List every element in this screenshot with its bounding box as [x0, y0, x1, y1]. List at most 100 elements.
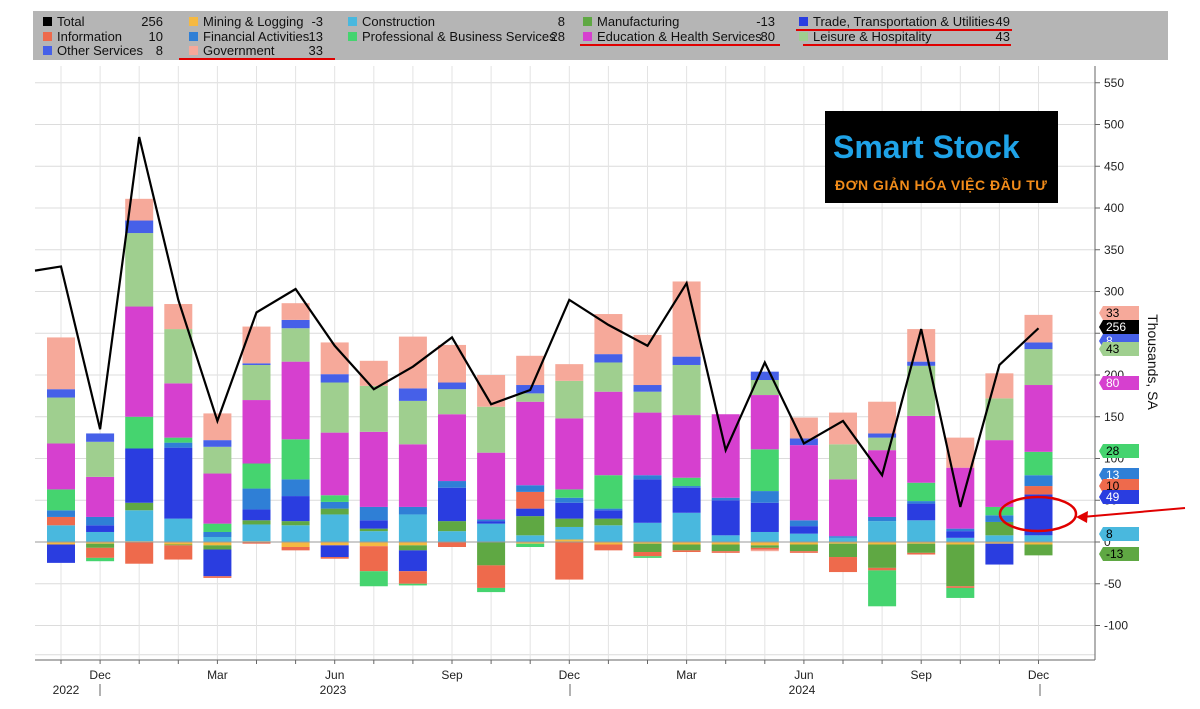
bar-segment	[242, 542, 271, 544]
bar-segment	[907, 520, 936, 542]
bar-segment	[125, 416, 154, 449]
bar-segment	[86, 547, 115, 558]
bar-segment	[125, 542, 154, 564]
y-tick-label: 0	[1104, 535, 1111, 549]
bar-segment	[750, 545, 779, 548]
bar-segment	[477, 542, 506, 566]
legend-swatch	[799, 31, 808, 41]
logo-title: Smart Stock	[833, 129, 1020, 165]
bar-segment	[242, 463, 271, 489]
bar-segment	[594, 525, 623, 542]
bar-segment	[946, 537, 975, 542]
y-tick-label: 350	[1104, 243, 1124, 257]
bar-segment	[633, 334, 662, 386]
legend-bar: Total 256 Mining & Logging -3 Construction 8 M…	[33, 11, 1168, 60]
y-tick-label: -50	[1104, 577, 1122, 591]
bar-segment	[281, 361, 310, 440]
legend-value: 256	[141, 14, 163, 29]
legend-swatch	[43, 17, 52, 26]
x-tick-label: Mar	[676, 668, 697, 682]
bar-segment	[829, 479, 857, 537]
bar-segment	[438, 521, 466, 532]
value-tag-label: 10	[1106, 479, 1120, 493]
bar-segment	[985, 543, 1014, 565]
bar-segment	[633, 475, 662, 480]
bar-segment	[1024, 342, 1053, 350]
bar-segment	[946, 531, 975, 538]
bar-segment	[281, 439, 310, 480]
bar-segment	[594, 314, 623, 355]
legend-name: Education & Health Services	[597, 28, 762, 44]
bar-segment	[47, 516, 75, 526]
value-tag-label: 8	[1106, 334, 1113, 348]
bar-segment	[985, 398, 1014, 441]
bar-segment	[516, 516, 545, 536]
bar-segment	[750, 395, 779, 450]
bar-segment	[594, 475, 623, 509]
bar-segment	[398, 336, 427, 389]
bar-segment	[555, 526, 584, 540]
bar-segment	[907, 415, 936, 483]
bar-segment	[594, 354, 623, 363]
bar-segment	[203, 531, 232, 537]
bar-segment	[47, 542, 75, 545]
bar-segment	[438, 531, 466, 542]
legend-swatch	[43, 31, 52, 41]
bar-segment	[242, 363, 271, 365]
bar-segment	[359, 520, 388, 529]
bar-segment	[47, 489, 75, 511]
bar-segment	[711, 497, 740, 501]
bar-segment	[125, 306, 154, 417]
bar-segment	[1024, 451, 1053, 476]
bar-segment	[86, 525, 115, 532]
bar-segment	[789, 526, 818, 534]
bar-segment	[672, 415, 701, 478]
bar-segment	[516, 542, 545, 544]
bar-segment	[398, 388, 427, 401]
bar-segment	[516, 535, 545, 542]
bar-segment	[907, 543, 936, 553]
value-tag: 49	[1099, 490, 1139, 504]
bar-segment	[868, 544, 897, 568]
value-tag-bg	[1099, 479, 1139, 493]
value-tag-bg	[1099, 444, 1139, 458]
value-tag-label: 256	[1106, 320, 1126, 334]
legend-swatch	[583, 17, 592, 26]
legend-swatch	[799, 17, 808, 26]
bar-segment	[125, 198, 154, 221]
x-tick-label: Sep	[911, 668, 933, 682]
bar-segment	[359, 542, 388, 547]
bar-segment	[711, 551, 740, 553]
legend-swatch	[189, 46, 198, 55]
bar-segment	[281, 479, 310, 497]
bar-segment	[398, 444, 427, 507]
value-tag-label: -13	[1106, 547, 1124, 561]
bar-segment	[242, 524, 271, 542]
bar-segment	[477, 406, 506, 453]
bar-segment	[359, 385, 388, 432]
bar-segment	[555, 364, 584, 381]
legend-name: Construction	[362, 14, 435, 29]
bar-segment	[242, 509, 271, 521]
legend-item-mining-logging: Mining & Logging -3	[189, 15, 323, 29]
bar-segment	[789, 445, 818, 521]
bar-segment	[164, 304, 193, 330]
value-tag-bg	[1099, 342, 1139, 356]
logo-subtitle: ĐƠN GIẢN HÓA VIỆC ĐẦU TƯ	[835, 177, 1048, 193]
bar-segment	[633, 556, 662, 558]
bar-segment	[711, 542, 740, 545]
bar-segment	[281, 303, 310, 320]
value-tag-bg	[1099, 547, 1139, 561]
legend-swatch	[189, 31, 198, 41]
legend-highlight-underline	[796, 29, 1012, 31]
bar-segment	[281, 496, 310, 522]
x-year-label: 2024	[789, 683, 816, 697]
bar-segment	[516, 508, 545, 517]
legend-item-leisure-hospitality: Leisure & Hospitality 43	[799, 29, 1010, 44]
bar-segment	[750, 547, 779, 550]
bar-segment	[868, 542, 897, 545]
value-tag: 33	[1099, 306, 1139, 320]
x-tick-label: Dec	[89, 668, 110, 682]
bar-segment	[281, 542, 310, 548]
bar-segment	[164, 383, 193, 438]
